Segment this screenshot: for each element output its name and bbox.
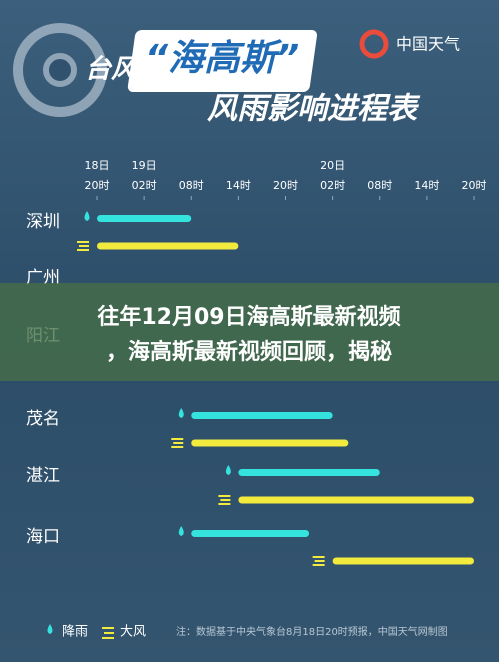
legend-rain-icon [47,624,53,634]
wind-bar [97,242,239,250]
rain-bar [238,469,380,476]
wind-bar [238,496,474,504]
tick-date: 20日 [320,159,345,172]
typhoon-eye [43,53,77,87]
wind-icon [312,556,325,566]
tick-date: 19日 [132,159,157,172]
wind-icon [218,495,231,505]
rain-bar [191,412,333,419]
rain-icon [178,526,184,536]
rain-icon [84,211,90,221]
wind-icon [77,241,89,251]
banner [0,283,499,381]
x-tick-label: 02时 [132,179,157,192]
legend-wind-icon [102,627,114,639]
legend-wind: 大风 [120,625,146,640]
x-tick-label: 08时 [179,179,204,192]
rain-icon [225,465,231,475]
legend-rain: 降雨 [62,625,88,640]
rain-icon [178,408,184,418]
x-tick-label: 20时 [462,179,487,192]
wind-bar [332,557,474,565]
x-tick-label: 20时 [273,179,298,192]
wind-icon [171,438,184,448]
header-name: “海高斯” [145,38,299,79]
x-tick-label: 14时 [226,179,251,192]
header-subtitle: 风雨影响进程表 [207,92,421,127]
row-label: 海口 [26,527,60,547]
logo-icon [359,29,389,59]
x-tick-label: 08时 [367,179,392,192]
row-label: 深圳 [26,212,60,232]
note: 注：数据基于中央气象台8月18日20时预报，中国天气网制图 [176,625,448,638]
banner-line: 往年12月09日海高斯最新视频 [97,304,400,330]
x-tick-label: 14时 [414,179,439,192]
wind-bar [191,439,349,447]
typhoon-icon [13,23,107,117]
header-name-box [127,30,317,92]
rain-bar [191,530,310,537]
rain-bar [97,215,192,222]
tick-date: 18日 [85,159,110,172]
row-label: 茂名 [26,409,60,429]
banner-line: ，海高斯最新视频回顾，揭秘 [106,339,392,365]
row-label: 湛江 [26,466,60,486]
logo-text: 中国天气 [396,35,460,54]
x-tick-label: 20时 [85,179,110,192]
x-tick-label: 02时 [320,179,345,192]
